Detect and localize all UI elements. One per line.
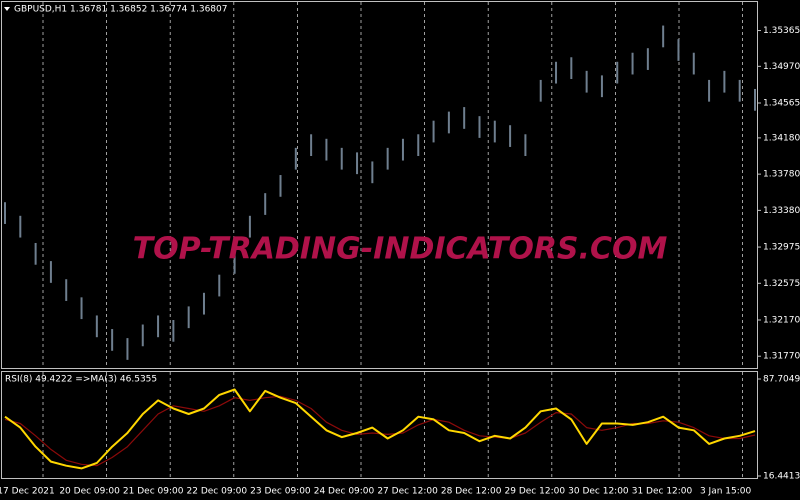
- y-tick-label: 1.32170: [763, 315, 800, 325]
- watermark: TOP-TRADING-INDICATORS.COM: [133, 232, 668, 267]
- x-tick-label: 21 Dec 09:00: [123, 487, 184, 497]
- y-tick-label: 1.32975: [763, 243, 800, 253]
- y-tick-label: 1.32575: [763, 279, 800, 289]
- y-tick-label: 1.33380: [763, 206, 800, 216]
- x-tick-label: 30 Dec 12:00: [568, 487, 629, 497]
- x-tick-label: 20 Dec 09:00: [59, 487, 120, 497]
- y-tick-label: 1.31770: [763, 352, 800, 362]
- menu-triangle: [4, 7, 10, 11]
- y-tick-label: 1.35365: [763, 26, 800, 36]
- x-tick-label: 24 Dec 09:00: [314, 487, 375, 497]
- x-tick-label: 28 Dec 12:00: [441, 487, 502, 497]
- x-tick-label: 3 Jan 15:00: [700, 487, 752, 497]
- y-tick-label: 1.34970: [763, 62, 800, 72]
- indicator-line: [4, 388, 756, 470]
- x-tick-label: 27 Dec 12:00: [377, 487, 438, 497]
- x-tick-label: 17 Dec 2021: [0, 487, 55, 497]
- y-tick-label: 1.33780: [763, 170, 800, 180]
- x-tick-label: 23 Dec 09:00: [250, 487, 311, 497]
- x-tick-label: 22 Dec 09:00: [187, 487, 248, 497]
- price-panel-frame: [1, 1, 758, 369]
- rsi-panel-frame: [1, 371, 758, 479]
- x-tick-label: 31 Dec 12:00: [632, 487, 693, 497]
- y-tick-label: 1.34565: [763, 99, 800, 109]
- x-tick-label: 29 Dec 12:00: [505, 487, 566, 497]
- y-tick-label: 16.4413: [763, 471, 800, 481]
- price-title: GBPUSD,H1 1.36781 1.36852 1.36774 1.3680…: [14, 5, 227, 15]
- y-tick-label: 87.7049: [763, 375, 800, 385]
- y-tick-label: 1.34180: [763, 133, 800, 143]
- rsi-title: RSI(8) 49.4222 =>MA(3) 46.5355: [5, 375, 157, 385]
